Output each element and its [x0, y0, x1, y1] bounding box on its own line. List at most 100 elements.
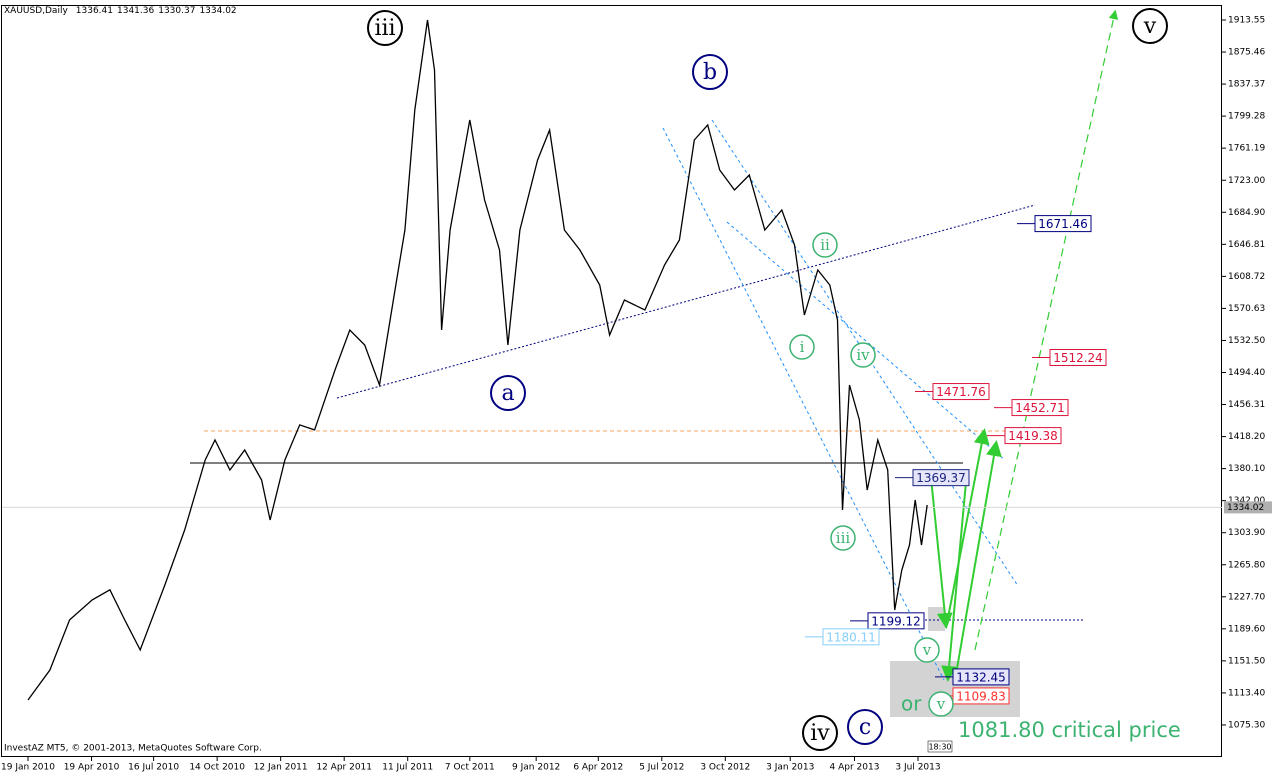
- level-box: [1034, 215, 1092, 233]
- current-price-label: 1334.02: [1227, 503, 1264, 513]
- price-line: [27, 19, 928, 701]
- level-box: [822, 628, 880, 646]
- wave-label: iv: [810, 721, 830, 746]
- arrow: [930, 477, 953, 629]
- close: 1334.02: [199, 6, 236, 16]
- y-tick-label: 1875.46: [1228, 48, 1265, 58]
- y-tick-label: 1532.50: [1228, 336, 1265, 346]
- level-box: [952, 687, 1010, 705]
- time-box: [927, 740, 953, 753]
- y-tick-label: 1189.60: [1228, 624, 1265, 634]
- y-tick-label: 1113.40: [1228, 688, 1265, 698]
- time-label: 18:30: [928, 743, 951, 752]
- open: 1336.41: [76, 6, 113, 16]
- level-label: 1369.37: [916, 471, 966, 485]
- wave-circle: [847, 709, 883, 745]
- wave-circle: [789, 334, 815, 360]
- or-text: or: [901, 692, 922, 716]
- level-box: [952, 668, 1010, 686]
- level-label: 1180.11: [826, 630, 876, 644]
- x-tick-label: 12 Jan 2011: [254, 763, 308, 773]
- y-tick-label: 1494.40: [1228, 368, 1265, 378]
- level-label: 1471.76: [936, 385, 986, 399]
- y-tick-label: 1303.90: [1228, 528, 1265, 538]
- x-tick-label: 19 Jan 2010: [1, 763, 55, 773]
- channel-line: [662, 127, 945, 681]
- x-tick-label: 14 Oct 2010: [189, 763, 245, 773]
- level-box: [1049, 349, 1107, 367]
- y-tick-label: 1799.28: [1228, 112, 1265, 122]
- y-tick-label: 1913.55: [1228, 16, 1265, 26]
- x-tick-label: 6 Apr 2012: [573, 763, 623, 773]
- wave-label: v: [936, 695, 946, 713]
- arrow: [941, 481, 967, 682]
- x-tick-label: 3 Jan 2013: [766, 763, 814, 773]
- level-label: 1132.45: [956, 670, 1006, 684]
- wave-circle: [802, 715, 838, 751]
- wave-circle: [850, 342, 876, 368]
- wave-label: ii: [820, 236, 830, 254]
- level-label: 1109.83: [956, 689, 1006, 703]
- wave-circle: [490, 375, 526, 411]
- level-box: [867, 612, 925, 630]
- y-tick-label: 1380.10: [1228, 464, 1265, 474]
- level-label: 1452.71: [1015, 401, 1065, 415]
- x-tick-label: 16 Jul 2010: [128, 763, 179, 773]
- wave-circle: [692, 54, 728, 90]
- x-tick-label: 12 Apr 2011: [316, 763, 372, 773]
- y-tick-label: 1646.81: [1228, 240, 1265, 250]
- x-tick-label: 7 Oct 2011: [445, 763, 495, 773]
- level-box: [932, 383, 990, 401]
- y-tick-label: 1265.80: [1228, 560, 1265, 570]
- symbol: XAUUSD,Daily: [4, 6, 68, 16]
- y-tick-label: 1342.00: [1228, 496, 1265, 506]
- y-tick-label: 1456.31: [1228, 400, 1265, 410]
- wave-label: iii: [836, 529, 851, 547]
- y-tick-label: 1151.50: [1228, 656, 1265, 666]
- y-tick-label: 1418.20: [1228, 432, 1265, 442]
- x-tick-label: 3 Oct 2012: [700, 763, 750, 773]
- y-tick-label: 1075.30: [1228, 720, 1265, 730]
- y-tick-label: 1761.19: [1228, 144, 1265, 154]
- wave-label: i: [800, 338, 805, 356]
- trend-line: [336, 204, 1036, 399]
- level-label: 1512.24: [1053, 351, 1103, 365]
- x-tick-label: 9 Jan 2012: [512, 763, 560, 773]
- y-tick-label: 1723.00: [1228, 176, 1265, 186]
- wave-label: iii: [374, 16, 395, 41]
- arrow: [954, 440, 1002, 681]
- wave-circle: [928, 691, 954, 717]
- critical-note: 1081.80 critical price: [958, 718, 1181, 742]
- footer: InvestAZ MT5, © 2001-2013, MetaQuotes So…: [4, 744, 262, 754]
- wave-label: iv: [856, 346, 870, 364]
- y-tick-label: 1837.37: [1228, 80, 1265, 90]
- y-tick-label: 1570.63: [1228, 304, 1265, 314]
- channel-line: [726, 221, 1006, 461]
- low: 1330.37: [158, 6, 195, 16]
- wave-label: v: [1143, 14, 1157, 39]
- x-tick-label: 11 Jul 2011: [382, 763, 433, 773]
- y-tick-label: 1684.90: [1228, 208, 1265, 218]
- level-box: [1004, 427, 1062, 445]
- wave-label: c: [859, 715, 871, 740]
- level-label: 1419.38: [1008, 429, 1058, 443]
- level-box: [1011, 399, 1069, 417]
- wave-circle: [830, 525, 856, 551]
- level-box: [912, 469, 970, 487]
- x-tick-label: 3 Jul 2013: [895, 763, 940, 773]
- x-tick-label: 5 Jul 2012: [639, 763, 684, 773]
- target-zone-small: [928, 607, 945, 631]
- wave-circle: [812, 232, 838, 258]
- wave-circle: [367, 10, 403, 46]
- wave-circle: [1132, 8, 1168, 44]
- current-price-box: [1224, 501, 1272, 514]
- y-tick-label: 1608.72: [1228, 272, 1265, 282]
- wave-label: v: [922, 641, 932, 659]
- wave-label: b: [703, 60, 717, 85]
- level-label: 1671.46: [1038, 217, 1088, 231]
- x-tick-label: 19 Apr 2010: [64, 763, 120, 773]
- arrow: [974, 9, 1119, 651]
- level-label: 1199.12: [871, 614, 921, 628]
